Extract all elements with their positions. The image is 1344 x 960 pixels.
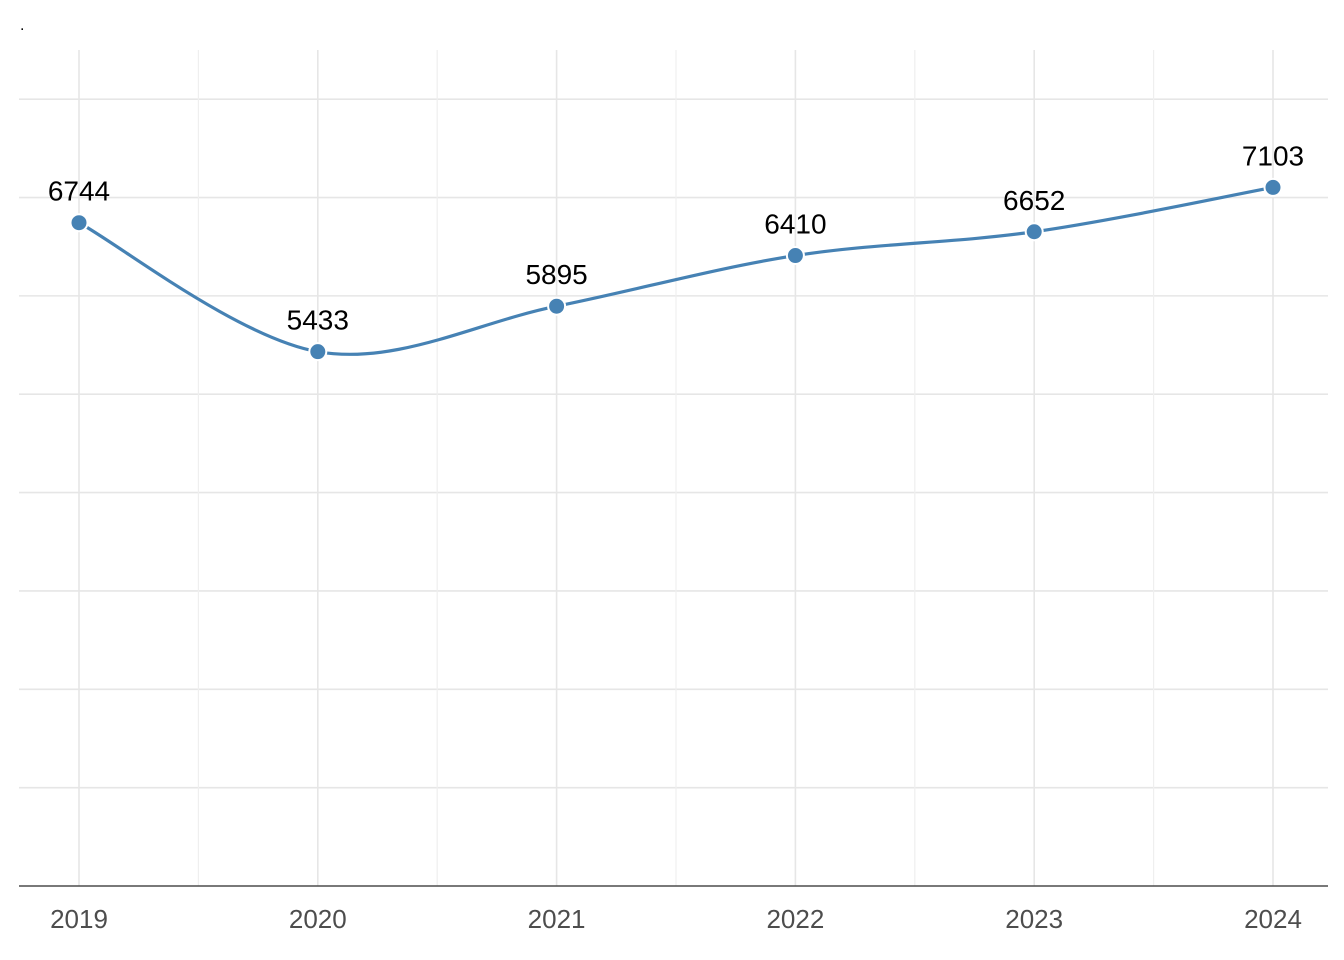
data-point: [785, 246, 805, 266]
x-tick-label: 2023: [1005, 904, 1063, 934]
x-tick-label: 2024: [1244, 904, 1302, 934]
data-point: [1024, 222, 1044, 242]
data-label: 6744: [48, 176, 110, 207]
data-label: 7103: [1242, 140, 1304, 171]
data-point: [308, 342, 328, 362]
data-label: 5895: [525, 259, 587, 290]
data-point: [1263, 177, 1283, 197]
data-point: [69, 213, 89, 233]
x-tick-label: 2022: [766, 904, 824, 934]
data-label: 6410: [764, 209, 826, 240]
data-point: [547, 296, 567, 316]
series-line: [77, 185, 1275, 356]
data-label: 5433: [287, 305, 349, 336]
data-label: 6652: [1003, 185, 1065, 216]
chart-title: .: [20, 17, 25, 34]
x-tick-label: 2020: [289, 904, 347, 934]
x-tick-label: 2019: [50, 904, 108, 934]
x-tick-label: 2021: [528, 904, 586, 934]
